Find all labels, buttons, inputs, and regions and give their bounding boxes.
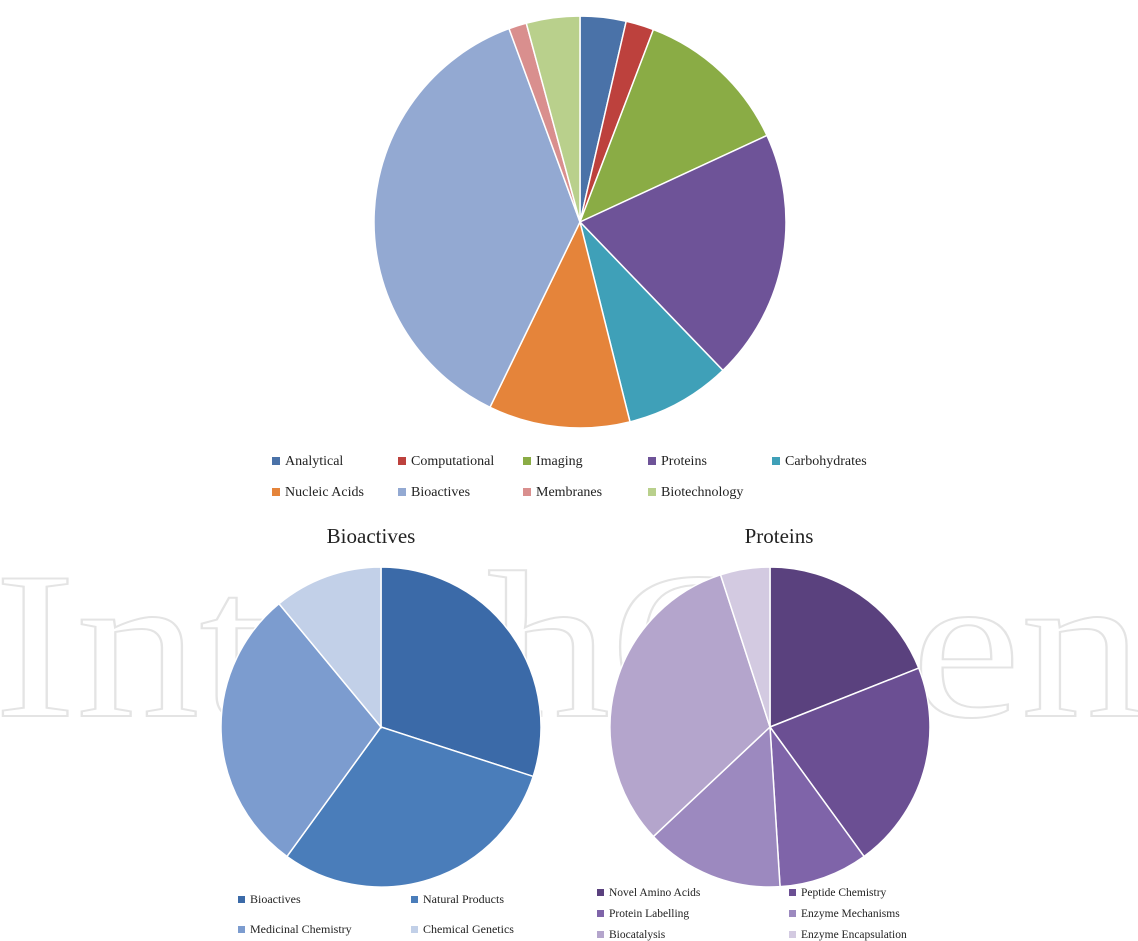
legend-label: Analytical xyxy=(285,454,343,469)
legend-item-membranes: Membranes xyxy=(523,485,602,500)
legend-swatch xyxy=(523,488,531,496)
legend-item-enzyme-mechanisms: Enzyme Mechanisms xyxy=(789,908,900,920)
legend-item-analytical: Analytical xyxy=(272,454,343,469)
legend: Novel Amino Acids Peptide Chemistry Protei… xyxy=(597,887,907,941)
slice-proteins xyxy=(578,134,787,372)
legend-swatch xyxy=(789,889,796,896)
legend-label: Enzyme Encapsulation xyxy=(801,929,907,941)
legend-item-imaging: Imaging xyxy=(523,454,583,469)
legend-item-enzyme-encapsulation: Enzyme Encapsulation xyxy=(789,929,907,941)
slice-bioactives xyxy=(380,566,542,778)
legend-label: Membranes xyxy=(536,485,602,500)
pie-chart-overview: Analytical Computational Imaging Proteins Ca… xyxy=(272,15,867,500)
chart-title: Bioactives xyxy=(327,524,416,548)
legend-label: Natural Products xyxy=(423,892,504,906)
slice-protein-labelling xyxy=(769,724,866,888)
legend-swatch xyxy=(597,889,604,896)
legend-item-bioactives: Bioactives xyxy=(238,892,301,906)
legend-item-bioactives: Bioactives xyxy=(398,485,470,500)
legend: Bioactives Natural Products Medicinal Chem… xyxy=(238,892,514,936)
legend-swatch xyxy=(597,931,604,938)
slice-biotechnology xyxy=(525,15,581,223)
slice-imaging xyxy=(578,28,768,224)
legend-label: Novel Amino Acids xyxy=(609,887,701,899)
slice-enzyme-mechanisms xyxy=(652,725,781,888)
slice-nucleic-acids xyxy=(488,219,631,429)
legend-label: Computational xyxy=(411,454,494,469)
legend-label: Biotechnology xyxy=(661,485,743,500)
legend-label: Medicinal Chemistry xyxy=(250,922,352,936)
legend-swatch xyxy=(597,910,604,917)
slice-biocatalysis xyxy=(609,573,771,838)
slice-bioactives xyxy=(373,27,581,409)
slice-medicinal-chemistry xyxy=(220,602,382,858)
legend-swatch xyxy=(398,457,406,465)
legend-item-peptide-chemistry: Peptide Chemistry xyxy=(789,887,887,899)
slice-peptide-chemistry xyxy=(768,667,931,858)
pie-chart-proteins: Proteins Novel Amino Acids Peptide Chemist… xyxy=(597,524,931,941)
legend-swatch xyxy=(789,931,796,938)
legend-swatch xyxy=(238,896,245,903)
legend-swatch xyxy=(789,910,796,917)
legend-label: Biocatalysis xyxy=(609,929,666,941)
slice-natural-products xyxy=(285,726,535,888)
legend-item-novel-amino-acids: Novel Amino Acids xyxy=(597,887,701,899)
legend-label: Proteins xyxy=(661,454,707,469)
legend-swatch xyxy=(272,457,280,465)
legend-item-chemical-genetics: Chemical Genetics xyxy=(411,922,514,936)
legend-label: Bioactives xyxy=(250,892,301,906)
legend: Analytical Computational Imaging Proteins Ca… xyxy=(272,454,867,500)
legend-item-protein-labelling: Protein Labelling xyxy=(597,908,689,920)
legend-label: Nucleic Acids xyxy=(285,485,364,500)
legend-label: Carbohydrates xyxy=(785,454,867,469)
slice-novel-amino-acids xyxy=(769,566,920,729)
legend-swatch xyxy=(238,926,245,933)
legend-swatch xyxy=(398,488,406,496)
slice-enzyme-encapsulation xyxy=(719,566,771,728)
legend-swatch xyxy=(772,457,780,465)
legend-swatch xyxy=(272,488,280,496)
legend-label: Bioactives xyxy=(411,485,470,500)
slice-carbohydrates xyxy=(578,219,724,423)
legend-label: Imaging xyxy=(536,454,583,469)
slice-chemical-genetics xyxy=(277,566,382,730)
chart-title: Proteins xyxy=(745,524,814,548)
legend-label: Enzyme Mechanisms xyxy=(801,908,900,920)
legend-item-computational: Computational xyxy=(398,454,494,469)
legend-item-proteins: Proteins xyxy=(648,454,707,469)
legend-item-biotechnology: Biotechnology xyxy=(648,485,743,500)
legend-label: Protein Labelling xyxy=(609,908,689,920)
legend-item-carbohydrates: Carbohydrates xyxy=(772,454,867,469)
legend-swatch xyxy=(523,457,531,465)
legend-item-medicinal-chemistry: Medicinal Chemistry xyxy=(238,922,352,936)
legend-swatch xyxy=(411,896,418,903)
legend-swatch xyxy=(648,457,656,465)
legend-swatch xyxy=(648,488,656,496)
legend-swatch xyxy=(411,926,418,933)
legend-item-nucleic-acids: Nucleic Acids xyxy=(272,485,364,500)
legend-label: Chemical Genetics xyxy=(423,922,514,936)
pie-chart-bioactives: Bioactives Bioactives Natural Products Medi… xyxy=(220,524,542,936)
legend-label: Peptide Chemistry xyxy=(801,887,887,899)
legend-item-natural-products: Natural Products xyxy=(411,892,504,906)
legend-item-biocatalysis: Biocatalysis xyxy=(597,929,666,941)
